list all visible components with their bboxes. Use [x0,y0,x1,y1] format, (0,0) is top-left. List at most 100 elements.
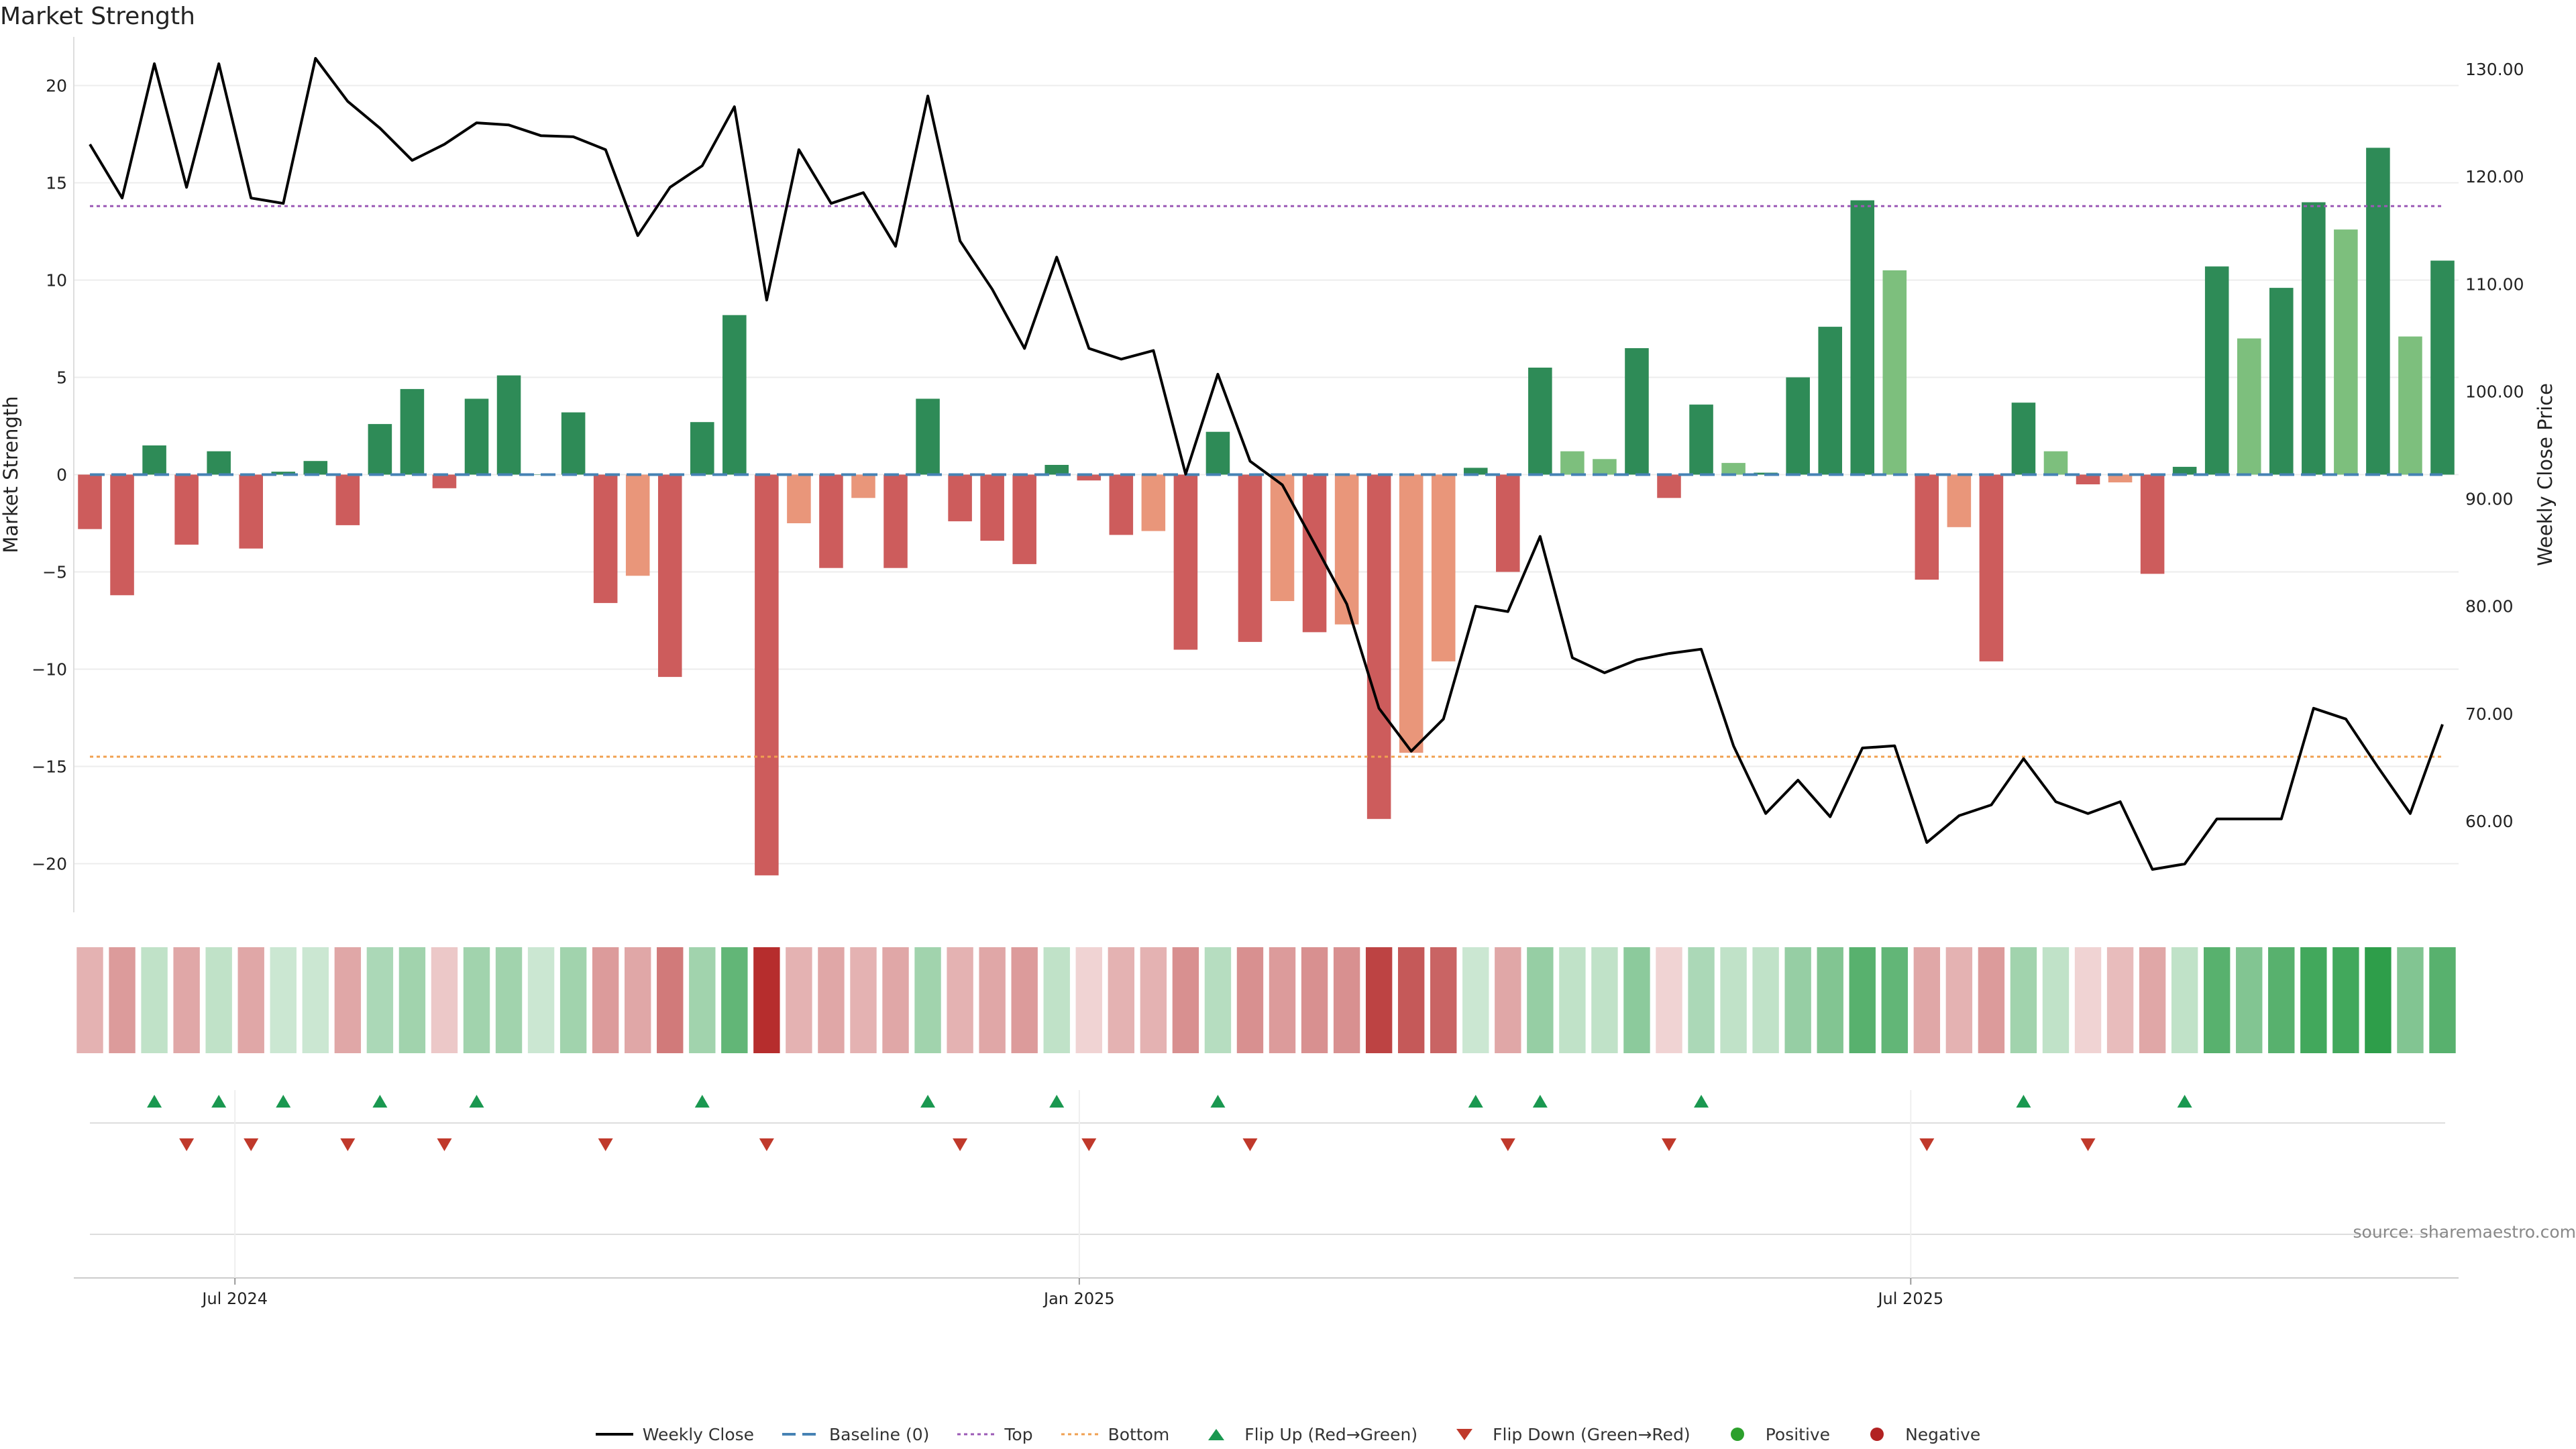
legend-item: Negative [1858,1425,1980,1444]
strength-tile [1849,947,1876,1053]
strength-heat-tiles [76,947,2456,1053]
strength-bars [78,148,2455,875]
y2-tick-label: 60.00 [2465,812,2514,831]
strength-bar [851,474,875,498]
strength-bar [2011,402,2036,475]
strength-bar [1399,474,1424,753]
strength-tile [76,947,103,1053]
strength-bar [1850,200,1875,475]
strength-bar [142,445,166,475]
strength-bar [1625,348,1649,475]
strength-tile [1752,947,1779,1053]
strength-bar [690,422,714,475]
flip-up-marker [1210,1095,1226,1108]
strength-tile [1559,947,1586,1053]
strength-bar [1302,474,1327,633]
strength-bar [1915,474,1939,580]
top-swatch [957,1433,996,1436]
strength-bar [1109,474,1134,535]
flip-up-marker [1049,1095,1065,1108]
strength-tile [882,947,909,1053]
strength-tile [979,947,1006,1053]
y-tick-label: 5 [56,368,67,388]
flip-down-marker [1081,1138,1097,1151]
y2-tick-label: 130.00 [2465,60,2524,79]
strength-tile [2042,947,2070,1053]
axes: −20 −15 −10 −5 0 5 10 15 20 60.00 70.00 80.00 90.00 1… [0,37,2557,912]
strength-tile [1913,947,1941,1053]
strength-tile [947,947,973,1053]
strength-bar [1657,474,1681,498]
strength-bar [271,472,296,475]
strength-bar [1012,474,1036,564]
flip-down-marker [1500,1138,1515,1151]
flip-down-marker [953,1138,968,1151]
strength-tile [1623,947,1650,1053]
flip-markers [90,1095,2445,1235]
strength-tile [109,947,136,1053]
strength-tile [1656,947,1682,1053]
strength-bar [1205,431,1230,475]
strength-tile [1301,947,1328,1053]
strength-tile [2300,947,2327,1053]
strength-tile [2139,947,2166,1053]
legend-label: Baseline (0) [829,1425,930,1444]
flip-down-marker [437,1138,452,1151]
strength-bar [1818,327,1842,475]
y-tick-label: 15 [46,174,67,193]
strength-tile [914,947,941,1053]
strength-bar [496,375,521,475]
legend-label: Negative [1905,1425,1981,1444]
strength-tile [1269,947,1296,1053]
strength-tile [1333,947,1360,1053]
strength-tile [1075,947,1102,1053]
strength-tile [2332,947,2359,1053]
strength-tile [237,947,264,1053]
strength-tile [721,947,748,1053]
strength-tile [2106,947,2134,1053]
strength-bar [1044,465,1069,475]
weekly-close-line-group [89,57,2444,871]
strength-bar [1947,474,1972,527]
flip-up-marker [694,1095,710,1108]
strength-bar [948,474,972,522]
strength-tile [431,947,458,1053]
y-tick-label: 20 [46,76,67,96]
strength-tile [334,947,362,1053]
y2-tick-label: 70.00 [2465,704,2514,724]
strength-bar [1431,474,1456,661]
strength-bar [2269,288,2294,475]
baseline-swatch [782,1433,820,1436]
strength-tile [495,947,523,1053]
strength-tile [1527,947,1554,1053]
x-tick-label: Jul 2025 [1876,1289,1943,1308]
flip-up-marker [2177,1095,2192,1108]
strength-tile [592,947,619,1053]
strength-tile [1881,947,1908,1053]
strength-tile [1365,947,1393,1053]
strength-tile [689,947,716,1053]
strength-tile [1978,947,2005,1053]
strength-tile [302,947,329,1053]
strength-tile [2236,947,2263,1053]
strength-tile [1043,947,1070,1053]
legend-label: Bottom [1108,1425,1170,1444]
flip-up-icon [1208,1429,1225,1440]
strength-bar [78,474,102,529]
flip-up-marker [1694,1095,1709,1108]
strength-tile [1204,947,1232,1053]
strength-bar [2108,474,2133,483]
strength-bar [1528,368,1552,475]
strength-tile [1236,947,1264,1053]
strength-bar [1786,377,1810,475]
legend-label: Flip Up (Red→Green) [1244,1425,1418,1444]
flip-up-marker [211,1095,227,1108]
y2-tick-label: 100.00 [2465,382,2524,401]
strength-bar [335,474,360,525]
strength-bar [1882,270,1907,475]
strength-bar [1270,474,1295,601]
weekly-close-line [89,57,2444,871]
strength-bar [787,474,811,523]
strength-tile [270,947,297,1053]
